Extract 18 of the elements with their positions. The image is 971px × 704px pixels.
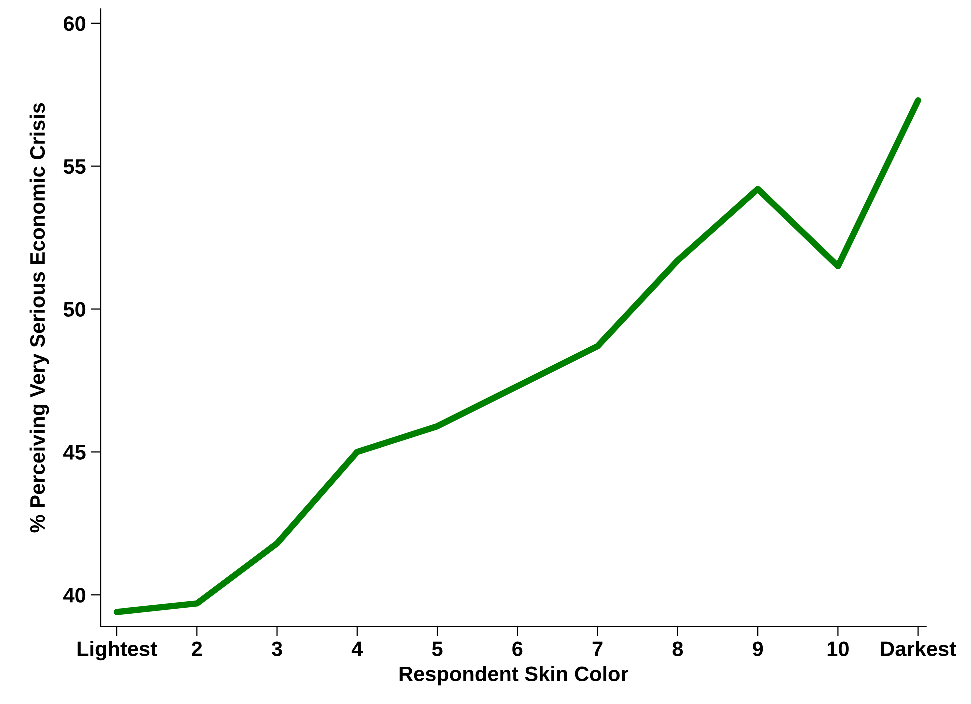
x-tick-label: Darkest (882, 641, 956, 656)
x-tick-label: 9 (752, 642, 764, 656)
x-tick-label: 5 (432, 642, 443, 656)
y-tick-label: 45 (64, 445, 86, 460)
x-tick-label: 7 (592, 642, 603, 656)
y-tick-label: 50 (64, 302, 86, 318)
y-tick-label: 40 (64, 588, 86, 603)
y-tick-label: 60 (64, 16, 86, 32)
y-axis-title: % Perceiving Very Serious Economic Crisis (30, 103, 50, 533)
x-tick-label: 6 (512, 642, 523, 656)
x-tick-label: 2 (192, 642, 202, 656)
y-tick-label: 55 (64, 160, 86, 174)
x-axis-title: Respondent Skin Color (400, 666, 629, 686)
x-tick-label: 3 (272, 642, 282, 656)
x-tick-label: 8 (672, 642, 684, 656)
x-tick-label: Lightest (78, 641, 158, 661)
x-tick-label: 4 (352, 642, 364, 656)
x-tick-label: 10 (828, 642, 849, 656)
